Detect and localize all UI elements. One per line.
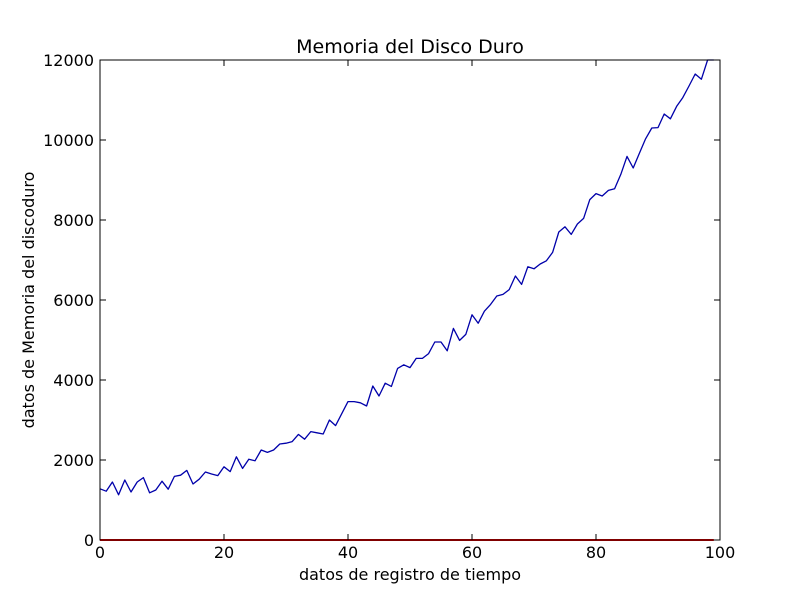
x-tick-label-60: 60 — [462, 543, 482, 562]
y-tick-label-2000: 2000 — [53, 451, 94, 470]
series-line-0 — [99, 59, 714, 496]
y-tick-label-10000: 10000 — [43, 131, 94, 150]
y-tick-label-0: 0 — [84, 531, 94, 550]
x-tick-label-20: 20 — [214, 543, 234, 562]
x-tick-label-80: 80 — [586, 543, 606, 562]
x-axis-title: datos de registro de tiempo — [299, 565, 521, 584]
chart-title: Memoria del Disco Duro — [296, 36, 524, 58]
y-tick-label-12000: 12000 — [43, 51, 94, 70]
x-tick-label-0: 0 — [95, 543, 105, 562]
plot-frame — [99, 59, 721, 541]
y-tick-label-8000: 8000 — [53, 211, 94, 230]
y-axis-title: datos de Memoria del discoduro — [19, 172, 38, 429]
x-tick-label-40: 40 — [338, 543, 358, 562]
y-tick-label-6000: 6000 — [53, 291, 94, 310]
y-tick-label-4000: 4000 — [53, 371, 94, 390]
x-tick-label-100: 100 — [705, 543, 736, 562]
